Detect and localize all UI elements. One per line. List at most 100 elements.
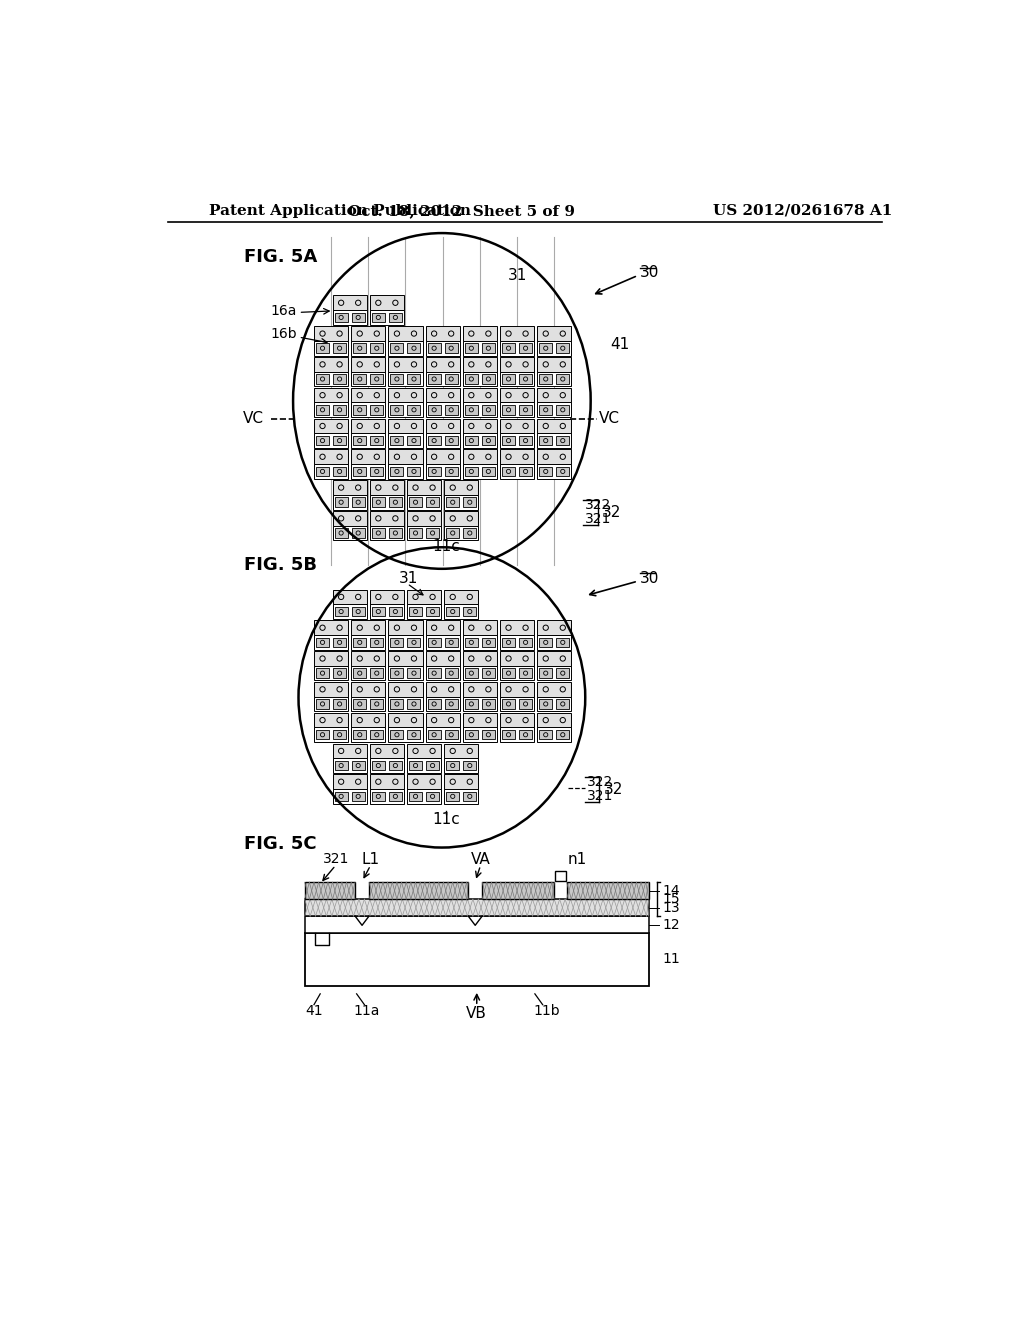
Text: 41: 41 [305,1003,323,1018]
Bar [538,713,571,727]
Bar [389,792,401,801]
Text: FIG. 5C: FIG. 5C [245,834,316,853]
Bar [538,433,571,447]
Bar [426,403,460,417]
Text: 322: 322 [587,775,613,789]
Bar [465,436,478,445]
Bar [388,326,423,341]
Bar [370,511,403,525]
Text: VA: VA [471,851,490,867]
Bar [463,372,497,387]
Bar [428,467,440,477]
Bar [333,343,346,352]
Bar [446,607,459,616]
Bar [388,465,423,479]
Bar [408,467,421,477]
Bar [408,343,421,352]
Bar [353,405,367,414]
Bar [502,436,515,445]
Bar [351,358,385,372]
Bar [463,760,476,771]
Bar [428,700,440,709]
Bar [314,727,348,742]
Bar [353,375,367,384]
Bar [500,727,535,742]
Bar [426,341,460,355]
Bar [500,620,535,635]
Bar [408,730,421,739]
Bar [370,605,403,619]
Bar [372,760,385,771]
Bar [333,700,346,709]
Bar [444,495,478,510]
Bar [428,638,440,647]
Bar [407,605,441,619]
Bar [540,467,552,477]
Bar [426,372,460,387]
Bar [426,620,460,635]
Bar [426,418,460,433]
Bar [314,713,348,727]
Text: 31: 31 [508,268,527,282]
Bar [353,467,367,477]
Bar [538,651,571,665]
Bar [446,760,459,771]
Bar [370,495,403,510]
Bar [519,467,532,477]
Bar [500,388,535,403]
Bar [465,730,478,739]
Bar [463,651,497,665]
Bar [482,730,495,739]
Bar [390,405,403,414]
Bar [538,326,571,341]
Bar [372,607,385,616]
Bar [428,375,440,384]
Bar [426,713,460,727]
Bar [390,638,403,647]
Bar [444,436,458,445]
Bar [369,882,468,899]
Bar [351,713,385,727]
Bar [446,792,459,801]
Bar [351,450,385,465]
Bar [409,498,422,507]
Bar [463,403,497,417]
Bar [463,620,497,635]
Bar [426,433,460,447]
Bar [500,326,535,341]
Text: VC: VC [599,411,621,426]
Bar [388,651,423,665]
Text: FIG. 5A: FIG. 5A [245,248,317,265]
Bar [388,433,423,447]
Bar [351,326,385,341]
Bar [426,450,460,465]
Bar [444,758,478,774]
Bar [446,498,459,507]
Bar [463,433,497,447]
Bar [389,607,401,616]
Bar [426,388,460,403]
Bar [388,635,423,649]
Text: 11c: 11c [432,539,460,554]
Bar [409,760,422,771]
Bar [444,605,478,619]
Bar [390,730,403,739]
Bar [463,682,497,697]
Bar [426,682,460,697]
Bar [390,375,403,384]
Text: 13: 13 [663,900,680,915]
Bar [316,405,329,414]
Bar [500,372,535,387]
Bar [428,668,440,678]
Bar [538,697,571,711]
Bar [333,467,346,477]
Bar [482,700,495,709]
Bar [333,375,346,384]
Bar [388,358,423,372]
Bar [426,498,439,507]
Bar [388,372,423,387]
Bar [538,682,571,697]
Bar [500,418,535,433]
Bar [316,436,329,445]
Bar [556,375,569,384]
